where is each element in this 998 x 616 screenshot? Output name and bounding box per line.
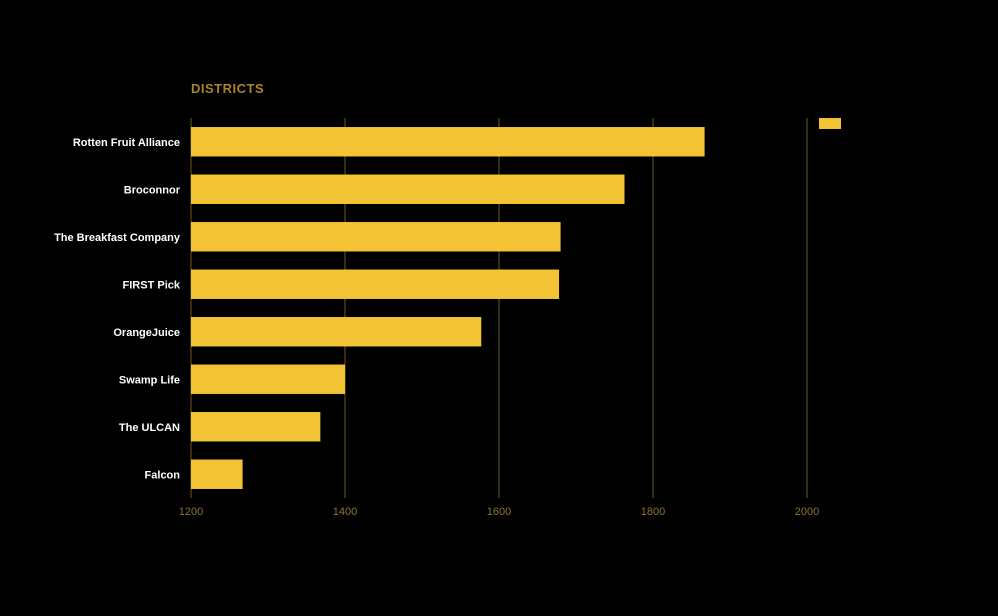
x-tick-labels: 1200 1400 1600 1800 2000 — [179, 506, 819, 518]
bar — [191, 412, 321, 442]
bar — [191, 174, 625, 204]
category-label: The Breakfast Company — [54, 232, 181, 244]
bars — [191, 127, 705, 489]
x-tick-label: 1200 — [179, 506, 203, 518]
x-tick-label: 2000 — [795, 506, 819, 518]
legend-swatch — [819, 118, 841, 129]
bar — [191, 364, 345, 394]
category-label: The ULCAN — [119, 422, 180, 434]
bar — [191, 222, 561, 252]
bar — [191, 317, 482, 347]
x-tick-label: 1800 — [641, 506, 665, 518]
bar — [191, 127, 705, 157]
category-label: Falcon — [145, 469, 181, 481]
bar — [191, 459, 243, 489]
bar — [191, 269, 560, 299]
category-label: Rotten Fruit Alliance — [73, 137, 180, 149]
chart-title: DISTRICTS — [191, 81, 264, 96]
x-tick-label: 1400 — [333, 506, 357, 518]
category-label: Swamp Life — [119, 374, 180, 386]
category-label: OrangeJuice — [113, 327, 180, 339]
category-label: Broconnor — [124, 184, 181, 196]
category-label: FIRST Pick — [123, 279, 181, 291]
category-labels: Rotten Fruit Alliance Broconnor The Breakf… — [54, 137, 181, 482]
x-tick-label: 1600 — [487, 506, 511, 518]
